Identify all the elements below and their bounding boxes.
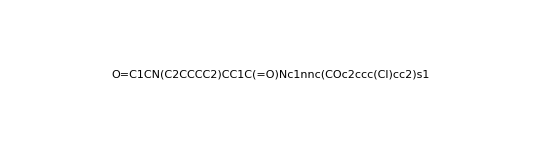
Text: O=C1CN(C2CCCC2)CC1C(=O)Nc1nnc(COc2ccc(Cl)cc2)s1: O=C1CN(C2CCCC2)CC1C(=O)Nc1nnc(COc2ccc(Cl… — [112, 69, 430, 80]
